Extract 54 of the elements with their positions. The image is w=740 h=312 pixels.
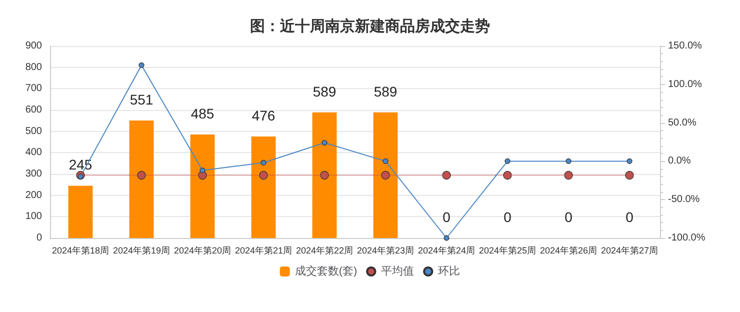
y2-tick-label: 100.0% [668,78,702,90]
bar [190,134,215,238]
x-tick-label: 2024年第25周 [478,246,536,256]
point [200,168,206,174]
bar [68,186,93,238]
y-tick-label: 600 [25,104,42,116]
bar [312,112,337,238]
point [138,62,144,68]
x-tick-label: 2024年第21周 [234,246,292,256]
y-tick-label: 700 [25,83,42,94]
data-label: 589 [374,83,398,100]
data-label: 476 [252,107,276,124]
legend-label: 成交套数(套) [294,264,358,278]
y-tick-label: 100 [25,211,42,222]
point [444,235,450,241]
bar [129,120,154,238]
legend-label: 环比 [438,264,460,278]
x-tick-label: 2024年第20周 [174,246,232,256]
y-tick-label: 200 [25,190,42,201]
y2-tick-label: -50.0% [668,194,700,206]
chart-title: 图：近十周南京新建商品房成交走势 [250,17,490,35]
x-tick-label: 2024年第27周 [600,246,658,256]
x-tick-label: 2024年第19周 [112,246,170,256]
point [504,158,510,164]
y-tick-label: 800 [25,62,42,73]
data-label: 0 [626,209,634,225]
legend-label: 平均值 [381,266,414,278]
y-tick-label: 0 [36,232,42,244]
x-tick-label: 2024年第18周 [52,246,110,256]
point [566,158,572,164]
y-tick-label: 400 [25,147,42,158]
y2-tick-label: 50.0% [668,117,696,128]
data-label: 0 [564,209,573,225]
data-label: 589 [312,83,336,100]
point [322,140,328,146]
point [260,160,266,166]
y-tick-label: 500 [25,126,42,137]
data-label: 0 [442,209,451,225]
x-tick-label: 2024年第22周 [296,246,354,256]
point [626,158,632,164]
x-tick-label: 2024年第24周 [418,246,476,256]
y2-tick-label: 150.0% [668,40,702,52]
y-tick-label: 900 [25,40,42,52]
y2-tick-label: 0.0% [668,156,691,167]
point [382,158,388,164]
y-tick-label: 300 [25,168,42,180]
data-label: 485 [190,106,214,122]
x-tick-label: 2024年第23周 [356,246,414,256]
bar [251,136,276,238]
data-label: 551 [130,91,154,108]
bar [373,112,398,238]
y2-tick-label: -100.0% [668,232,706,244]
data-label: 0 [504,209,512,225]
x-tick-label: 2024年第26周 [540,246,598,256]
